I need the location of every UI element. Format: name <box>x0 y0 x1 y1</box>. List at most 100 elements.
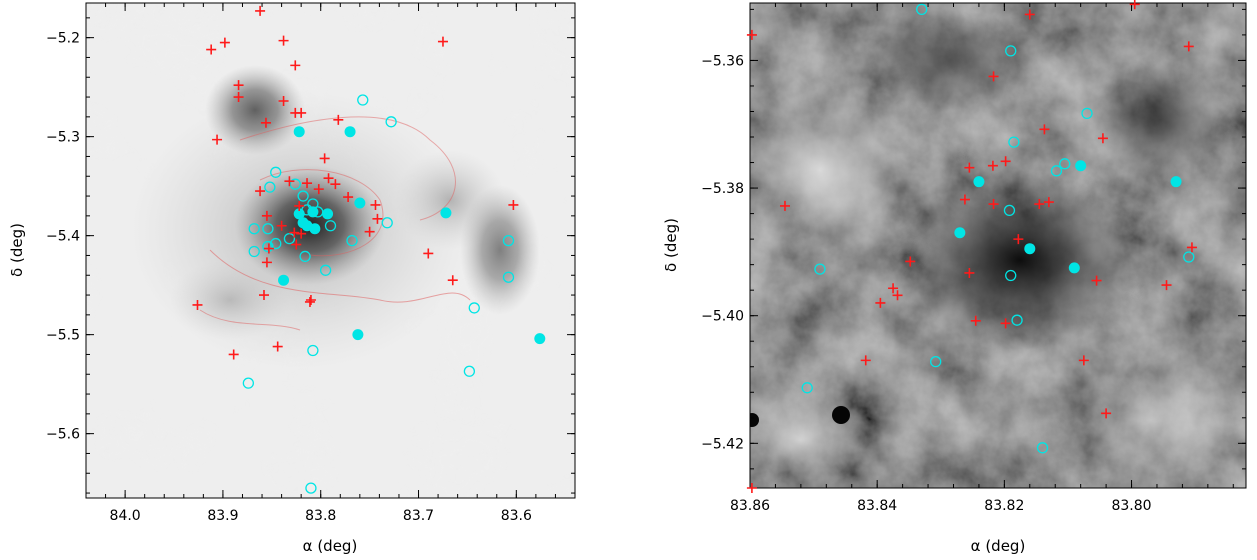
open-circle-marker <box>1005 269 1017 282</box>
plus-marker <box>302 178 313 189</box>
plus-marker <box>1129 0 1140 10</box>
y-tick-label: −5.36 <box>701 53 744 69</box>
plus-marker <box>437 36 448 47</box>
filled-circle-marker <box>954 227 966 239</box>
plus-marker <box>988 71 999 82</box>
plus-marker <box>964 267 975 278</box>
open-circle-marker <box>463 365 476 377</box>
plus-marker <box>228 349 239 360</box>
y-tick-label: −5.38 <box>701 181 744 197</box>
plus-marker <box>1024 9 1035 20</box>
left-y-axis-label: δ (deg) <box>8 223 26 277</box>
y-tick-label: −5.40 <box>701 309 744 325</box>
plus-marker <box>970 315 981 326</box>
plus-marker <box>447 275 458 286</box>
plus-marker <box>1183 41 1194 52</box>
open-circle-marker <box>916 3 928 16</box>
plus-marker <box>1078 355 1089 366</box>
plus-marker <box>364 226 375 237</box>
filled-circle-marker <box>1068 262 1080 274</box>
filled-circle-marker <box>322 208 334 220</box>
y-tick-label: −5.5 <box>46 328 80 344</box>
open-circle-marker <box>814 263 826 275</box>
plus-marker <box>323 173 334 184</box>
plus-marker <box>313 184 324 195</box>
open-circle-marker <box>270 166 282 178</box>
open-circle-marker <box>1183 251 1195 263</box>
y-tick-label: −5.6 <box>46 427 80 443</box>
plus-marker <box>272 341 283 352</box>
plus-marker <box>875 297 886 308</box>
open-circle-marker <box>468 302 480 314</box>
left-axes-ticks: 84.0 83.9 83.8 83.7 83.6 −5.2 −5.3 −5.4 −5.5 −5.6 <box>46 3 576 524</box>
plus-marker <box>370 199 381 210</box>
plus-marker <box>192 299 203 310</box>
filled-circle-marker <box>1075 160 1087 172</box>
open-circle-marker <box>1008 136 1020 148</box>
open-circle-marker <box>1036 442 1049 454</box>
open-circle-marker <box>801 382 813 394</box>
filled-circle-marker <box>440 207 452 219</box>
plus-marker <box>284 176 295 187</box>
plus-marker <box>964 162 975 173</box>
plus-marker <box>1097 133 1108 144</box>
x-tick-label: 83.7 <box>403 508 434 524</box>
plus-marker <box>263 243 274 254</box>
plus-marker <box>261 257 272 268</box>
plus-marker <box>333 114 344 125</box>
left-plot-frame <box>85 2 576 499</box>
y-tick-label: −5.42 <box>701 436 744 452</box>
x-tick-label: 83.80 <box>1111 498 1151 514</box>
filled-circle-marker <box>1024 243 1036 255</box>
plus-marker <box>779 200 790 211</box>
x-tick-label: 83.6 <box>501 508 532 524</box>
x-tick-label: 83.8 <box>305 508 336 524</box>
x-tick-label: 83.82 <box>984 498 1024 514</box>
plus-marker <box>276 220 287 231</box>
left-x-axis-label: α (deg) <box>303 537 358 555</box>
open-circle-marker <box>324 220 337 232</box>
plus-marker <box>261 210 272 221</box>
plus-marker <box>888 283 899 294</box>
right-x-axis-label: α (deg) <box>971 537 1026 555</box>
plus-marker <box>260 117 271 128</box>
left-panel-image <box>86 3 575 498</box>
open-circle-marker <box>312 206 324 218</box>
open-circle-marker <box>301 204 313 216</box>
open-circle-marker <box>242 377 254 389</box>
plus-marker <box>289 227 300 238</box>
filled-circle-marker <box>293 126 305 138</box>
open-circle-marker <box>930 355 942 368</box>
plus-marker <box>1043 197 1054 208</box>
open-circle-marker <box>262 240 274 253</box>
filled-circle-marker <box>344 126 356 138</box>
plus-marker <box>508 199 519 210</box>
open-circle-marker <box>297 190 309 202</box>
plus-marker <box>423 248 434 259</box>
plus-marker <box>905 256 916 267</box>
plus-marker <box>372 213 383 224</box>
right-plot-frame <box>749 2 1247 489</box>
plus-marker <box>294 200 305 211</box>
x-tick-label: 83.84 <box>857 498 897 514</box>
filled-circle-marker <box>352 329 364 341</box>
filled-circle-marker <box>973 176 985 188</box>
plus-marker <box>212 134 223 145</box>
plus-marker <box>1161 280 1172 291</box>
plus-marker <box>291 239 302 250</box>
open-circle-marker <box>283 232 296 245</box>
open-circle-marker <box>1011 314 1023 326</box>
open-circle-marker <box>289 178 301 190</box>
filled-circle-marker <box>354 197 366 209</box>
x-tick-label: 84.0 <box>110 508 141 524</box>
plus-marker <box>1039 124 1050 135</box>
open-circle-marker <box>385 116 397 128</box>
plus-marker <box>290 60 301 71</box>
plus-marker <box>290 107 301 118</box>
open-circle-marker <box>1081 107 1093 120</box>
open-circle-marker <box>381 217 393 229</box>
open-circle-marker <box>299 250 311 263</box>
plus-marker <box>258 290 269 301</box>
plus-marker <box>987 160 998 171</box>
plus-marker <box>1101 408 1112 419</box>
